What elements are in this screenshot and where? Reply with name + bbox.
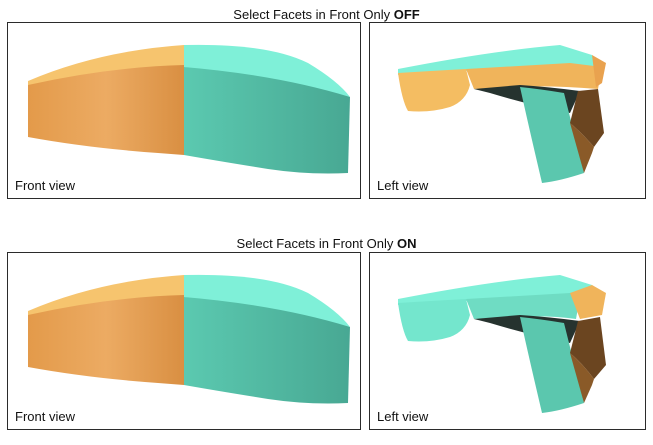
section-title-off: Select Facets in Front Only OFF: [0, 7, 653, 23]
front-view-panel-on: Front view: [7, 252, 361, 430]
view-caption: Front view: [15, 178, 75, 193]
view-caption: Front view: [15, 409, 75, 424]
left-view-panel-off: Left view: [369, 22, 646, 199]
front-view-render: [28, 44, 350, 174]
title-state: ON: [396, 236, 417, 251]
left-view-render: [398, 275, 606, 413]
front-view-panel-off: Front view: [7, 22, 361, 199]
view-caption: Left view: [377, 409, 429, 424]
front-view-render: [28, 274, 350, 404]
title-prefix: Select Facets in Front Only: [233, 7, 391, 22]
left-view-render: [398, 45, 606, 183]
title-prefix: Select Facets in Front Only: [236, 236, 394, 251]
title-state: OFF: [393, 7, 420, 22]
view-caption: Left view: [377, 178, 429, 193]
left-view-panel-on: Left view: [369, 252, 646, 430]
section-title-on: Select Facets in Front Only ON: [0, 236, 653, 252]
